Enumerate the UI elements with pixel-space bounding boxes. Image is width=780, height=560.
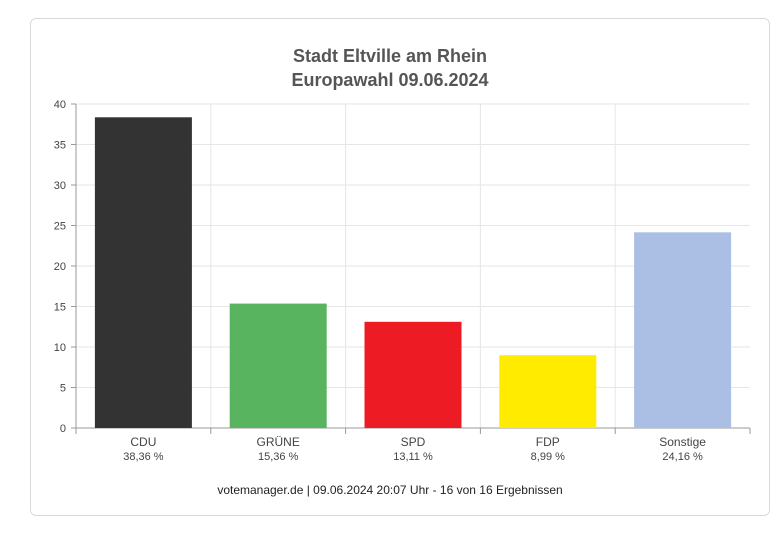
x-tick-label: GRÜNE	[257, 435, 300, 449]
y-tick-label: 35	[54, 140, 66, 152]
bar-grüne	[229, 303, 327, 428]
y-tick-label: 10	[54, 342, 66, 354]
value-label: 38,36 %	[123, 451, 164, 463]
bar-fdp	[499, 355, 597, 428]
y-tick-label: 5	[60, 383, 66, 395]
y-tick-label: 20	[54, 261, 66, 273]
value-label: 15,36 %	[258, 451, 299, 463]
chart-footer: votemanager.de | 09.06.2024 20:07 Uhr - …	[217, 483, 563, 497]
value-label: 24,16 %	[662, 451, 703, 463]
bar-cdu	[94, 117, 192, 428]
y-tick-label: 30	[54, 180, 66, 192]
y-tick-label: 25	[54, 221, 66, 233]
bar-sonstige	[634, 232, 732, 428]
bar-spd	[364, 321, 462, 428]
value-label: 13,11 %	[393, 451, 433, 463]
x-tick-label: FDP	[536, 435, 560, 449]
y-tick-label: 40	[54, 99, 66, 111]
value-label: 8,99 %	[531, 451, 565, 463]
x-tick-label: SPD	[401, 435, 426, 449]
y-tick-label: 0	[60, 423, 66, 435]
y-tick-label: 15	[54, 302, 66, 314]
x-tick-label: Sonstige	[659, 435, 706, 449]
chart-subtitle: Europawahl 09.06.2024	[291, 70, 489, 90]
chart-title: Stadt Eltville am Rhein	[292, 46, 488, 66]
x-tick-label: CDU	[130, 435, 156, 449]
